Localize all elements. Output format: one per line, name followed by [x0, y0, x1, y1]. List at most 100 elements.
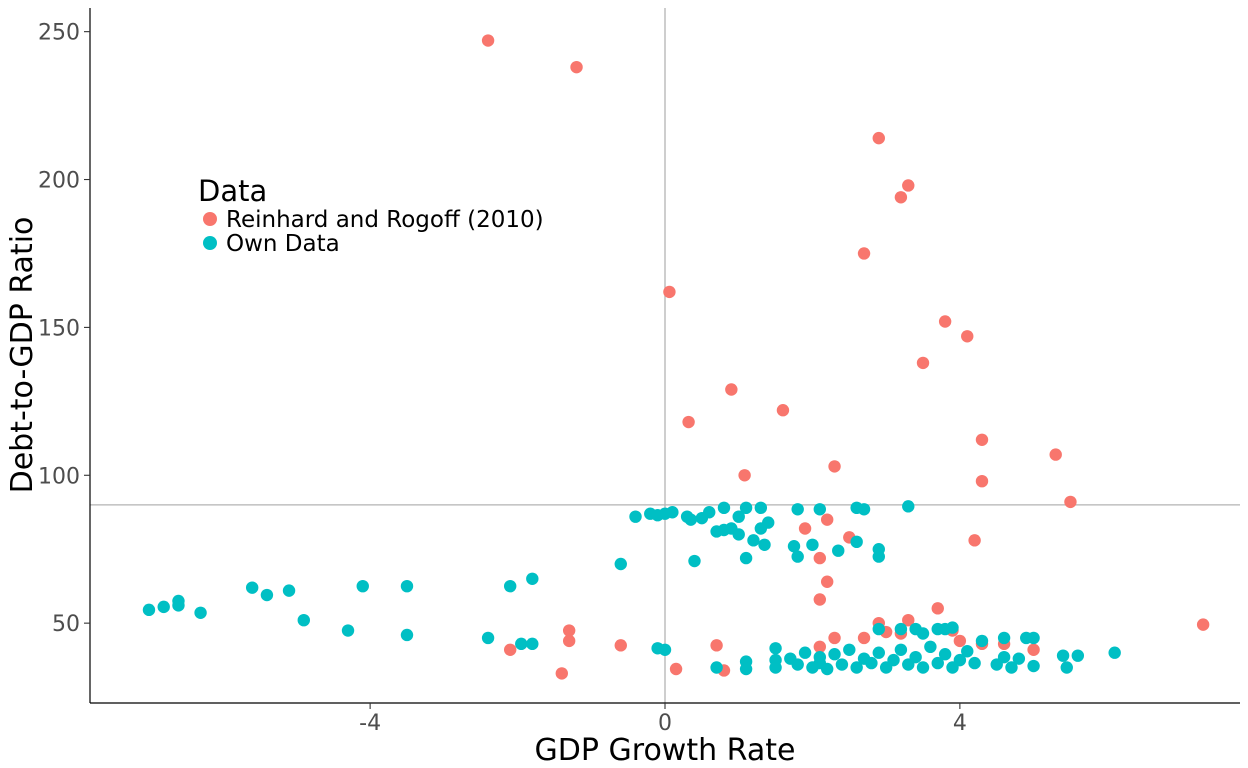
data-point: [157, 600, 170, 614]
data-point: [1012, 652, 1026, 665]
y-tick-label: 200: [38, 169, 80, 194]
data-point: [791, 550, 804, 563]
data-point: [975, 433, 989, 446]
data-point: [916, 356, 930, 370]
data-point: [916, 627, 930, 640]
data-point: [894, 191, 908, 204]
data-point: [669, 662, 683, 676]
data-point: [850, 535, 863, 549]
data-point: [732, 528, 745, 541]
data-point: [938, 648, 952, 661]
data-point: [820, 513, 834, 526]
data-point: [503, 643, 517, 656]
legend: Data Reinhard and Rogoff (2010) Own Data: [198, 174, 544, 257]
data-point: [703, 506, 716, 519]
data-point: [997, 650, 1011, 664]
data-point: [526, 572, 539, 585]
data-point: [732, 510, 745, 523]
data-point: [142, 603, 156, 617]
data-point: [835, 658, 849, 671]
data-point: [754, 501, 768, 515]
data-point: [663, 285, 676, 299]
data-point: [562, 634, 576, 648]
data-point: [997, 631, 1011, 645]
data-point: [872, 550, 885, 563]
x-axis-title: GDP Growth Rate: [535, 733, 796, 768]
data-point: [526, 637, 539, 651]
data-point: [515, 637, 528, 651]
data-point: [813, 503, 827, 516]
data-point: [894, 622, 908, 636]
data-point: [828, 648, 841, 661]
data-point: [813, 640, 827, 654]
data-point: [961, 330, 974, 343]
data-point: [813, 551, 827, 565]
data-point: [562, 624, 576, 637]
data-point: [769, 661, 782, 674]
data-point: [1027, 643, 1040, 656]
data-point: [975, 634, 989, 648]
y-axis-title: Debt-to-GDP Ratio: [5, 217, 40, 494]
data-point: [946, 621, 959, 634]
data-point: [710, 639, 723, 652]
data-point: [282, 584, 296, 597]
data-point: [1060, 661, 1073, 674]
x-tick-label: 0: [658, 711, 672, 736]
data-point: [872, 622, 885, 636]
data-point: [260, 588, 274, 602]
data-point: [747, 534, 760, 547]
data-point: [787, 540, 801, 553]
data-point: [843, 643, 856, 656]
data-point: [614, 557, 627, 571]
data-point: [931, 656, 944, 670]
data-point: [887, 653, 900, 667]
data-point: [968, 656, 981, 670]
data-point: [725, 383, 738, 396]
data-point: [872, 646, 885, 659]
data-point: [872, 131, 885, 145]
y-tick-label: 150: [38, 316, 80, 341]
data-point: [400, 628, 414, 642]
y-tick-label: 100: [38, 464, 80, 489]
data-point: [1056, 649, 1070, 662]
data-point: [1071, 649, 1085, 662]
data-point: [739, 501, 753, 515]
x-tick-label: -4: [359, 711, 381, 736]
data-point: [1027, 659, 1040, 673]
data-point: [194, 606, 207, 619]
data-point: [738, 469, 751, 482]
legend-label-reinhard-rogoff: Reinhard and Rogoff (2010): [226, 207, 544, 233]
data-point: [682, 415, 695, 429]
data-point: [1108, 646, 1121, 659]
data-point: [832, 544, 845, 557]
data-point: [666, 506, 679, 519]
data-point: [717, 501, 731, 515]
data-point: [857, 631, 871, 645]
data-point: [961, 645, 974, 658]
data-point: [776, 404, 790, 417]
data-point: [629, 510, 642, 523]
data-point: [1064, 495, 1077, 509]
data-point: [894, 643, 908, 656]
data-point: [758, 538, 771, 551]
data-point: [356, 579, 369, 593]
series-reinhard-rogoff: [481, 34, 1210, 680]
data-point: [739, 662, 753, 676]
data-point: [481, 34, 495, 47]
data-point: [297, 613, 310, 627]
legend-title: Data: [198, 174, 267, 208]
data-point: [857, 503, 871, 516]
data-point: [953, 634, 967, 648]
data-point: [902, 613, 915, 627]
data-point: [931, 602, 944, 615]
y-tick-label: 50: [52, 612, 80, 637]
data-point: [245, 581, 259, 594]
data-point: [798, 522, 812, 535]
data-point: [341, 624, 355, 637]
data-point: [503, 579, 517, 593]
data-point: [820, 575, 834, 588]
data-point: [710, 661, 723, 674]
series-own-data: [142, 500, 1121, 676]
data-point: [555, 667, 568, 680]
